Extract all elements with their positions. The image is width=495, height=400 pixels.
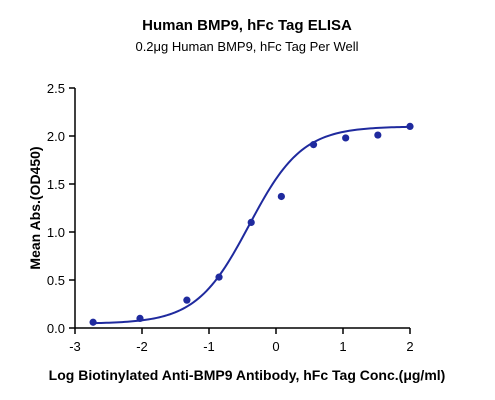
data-point bbox=[136, 314, 144, 322]
data-point bbox=[309, 141, 318, 149]
data-point bbox=[215, 273, 223, 281]
data-point bbox=[406, 122, 414, 130]
x-tick-label: -3 bbox=[69, 339, 81, 354]
y-tick-label: 0.0 bbox=[47, 321, 65, 336]
chart-subtitle: 0.2μg Human BMP9, hFc Tag Per Well bbox=[135, 39, 358, 54]
y-tick-label: 2.5 bbox=[47, 81, 65, 96]
y-tick-label: 2.0 bbox=[47, 129, 65, 144]
x-tick-label: 1 bbox=[339, 339, 346, 354]
x-tick-label: -1 bbox=[203, 339, 215, 354]
data-point bbox=[277, 192, 285, 201]
data-point bbox=[374, 131, 382, 139]
data-point bbox=[89, 318, 97, 326]
data-point bbox=[342, 134, 350, 142]
y-axis-label: Mean Abs.(OD450) bbox=[27, 146, 43, 269]
axes bbox=[74, 88, 410, 329]
y-tick-label: 1.5 bbox=[47, 177, 65, 192]
y-tick-label: 0.5 bbox=[47, 273, 65, 288]
x-tick-label: -2 bbox=[136, 339, 148, 354]
tick-group: -3 -2 -1 0 1 2 0.0 0.5 1.0 1.5 2.0 2.5 bbox=[47, 81, 414, 354]
data-points-layer bbox=[89, 122, 414, 326]
chart-title: Human BMP9, hFc Tag ELISA bbox=[142, 17, 352, 34]
data-point bbox=[247, 218, 255, 226]
x-tick-label: 2 bbox=[406, 339, 413, 354]
x-axis-label: Log Biotinylated Anti-BMP9 Antibody, hFc… bbox=[49, 367, 446, 383]
data-point bbox=[183, 296, 191, 304]
y-tick-label: 1.0 bbox=[47, 225, 65, 240]
x-tick-label: 0 bbox=[272, 339, 279, 354]
